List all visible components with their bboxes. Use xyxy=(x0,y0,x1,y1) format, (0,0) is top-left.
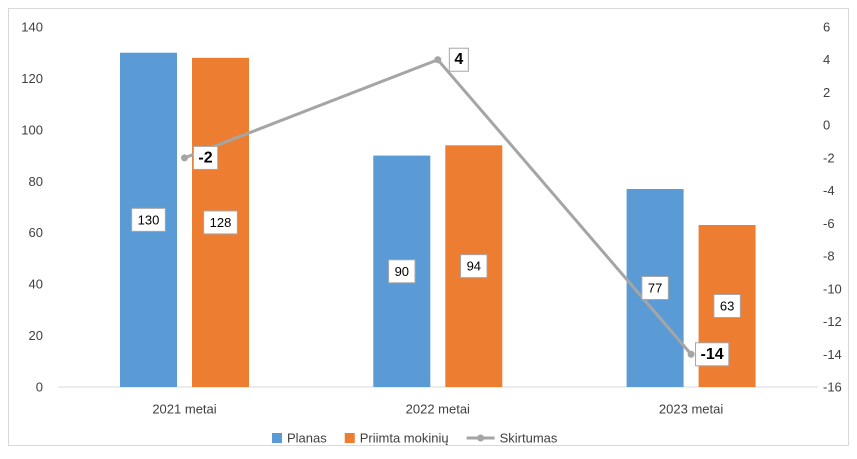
legend-item-2: Priimta mokinių xyxy=(344,431,449,446)
category-label: 2023 metai xyxy=(659,402,723,417)
right-tick-label: 2 xyxy=(823,85,830,100)
legend-item-3: Skirtumas xyxy=(466,431,558,446)
difference-label-3: -14 xyxy=(695,342,730,367)
bar-label-planas-2-text: 90 xyxy=(395,264,409,279)
left-tick-label: 100 xyxy=(21,122,43,137)
right-tick-label: -12 xyxy=(823,314,842,329)
bar-label-priimta-1-box xyxy=(203,210,238,235)
left-tick-label: 40 xyxy=(29,277,43,292)
legend-label: Skirtumas xyxy=(500,431,558,446)
bar-label-priimta-2: 94 xyxy=(460,254,488,279)
legend-item-1: Planas xyxy=(272,431,327,446)
difference-label-1: -2 xyxy=(192,145,219,170)
difference-label-1-text: -2 xyxy=(198,149,212,166)
right-tick-label: -8 xyxy=(823,249,835,264)
bar-label-planas-1: 130 xyxy=(131,207,166,232)
bar-label-priimta-2-text: 94 xyxy=(467,259,481,274)
right-tick-label: -2 xyxy=(823,150,835,165)
bar-label-planas-1-box xyxy=(131,207,166,232)
legend-marker xyxy=(477,434,485,442)
bar-label-planas-3-box xyxy=(641,276,669,300)
left-tick-label: 60 xyxy=(29,225,43,240)
category-label: 2021 metai xyxy=(152,402,216,417)
right-tick-label: -16 xyxy=(823,380,842,395)
difference-point-2 xyxy=(434,56,442,64)
difference-label-3-text: -14 xyxy=(701,346,724,363)
left-tick-label: 120 xyxy=(21,71,43,86)
bar-label-priimta-1: 128 xyxy=(203,210,238,235)
bar-label-planas-2-box xyxy=(388,259,416,284)
line-labels: -2 4 -14 xyxy=(192,47,730,367)
bars xyxy=(120,52,756,387)
bar-labels: 130 128 90 94 77 63 xyxy=(131,207,741,318)
legend-label: Planas xyxy=(287,431,327,446)
bar-label-planas-3: 77 xyxy=(641,276,669,300)
bar-label-priimta-2-box xyxy=(460,254,488,279)
legend-swatch xyxy=(272,433,282,443)
bar-label-planas-3-text: 77 xyxy=(648,281,662,296)
left-axis: 0 20 40 60 80 100 120 140 xyxy=(21,20,43,395)
left-tick-label: 20 xyxy=(29,328,43,343)
bar-label-priimta-3-box xyxy=(713,294,741,318)
right-tick-label: 6 xyxy=(823,20,830,35)
difference-label-2: 4 xyxy=(448,47,469,72)
right-tick-label: -14 xyxy=(823,347,842,362)
category-label: 2022 metai xyxy=(406,402,470,417)
right-tick-label: -6 xyxy=(823,216,835,231)
right-tick-label: -4 xyxy=(823,183,835,198)
difference-point-3 xyxy=(687,350,695,358)
difference-label-2-text: 4 xyxy=(454,51,463,68)
category-labels: 2021 metai 2022 metai 2023 metai xyxy=(152,402,723,417)
difference-label-2-box xyxy=(448,47,469,72)
bar-label-priimta-3-text: 63 xyxy=(720,299,734,314)
right-axis: -16 -14 -12 -10 -8 -6 -4 -2 0 2 4 6 xyxy=(823,20,842,395)
left-tick-label: 80 xyxy=(29,174,43,189)
right-tick-label: 0 xyxy=(823,118,830,133)
bar-label-priimta-1-text: 128 xyxy=(210,215,232,230)
legend: Planas Priimta mokinių Skirtumas xyxy=(272,431,558,446)
difference-line xyxy=(181,56,695,358)
bar-label-priimta-3: 63 xyxy=(713,294,741,318)
legend-label: Priimta mokinių xyxy=(360,431,449,446)
right-tick-label: -10 xyxy=(823,281,842,296)
legend-swatch xyxy=(344,433,355,443)
left-tick-label: 0 xyxy=(36,380,43,395)
difference-label-1-box xyxy=(192,145,219,170)
right-tick-label: 4 xyxy=(823,52,830,67)
left-tick-label: 140 xyxy=(21,20,43,35)
bar-label-planas-1-text: 130 xyxy=(138,212,160,227)
difference-label-3-box xyxy=(695,342,730,367)
difference-point-1 xyxy=(181,154,188,162)
bar-label-planas-2: 90 xyxy=(388,259,416,284)
